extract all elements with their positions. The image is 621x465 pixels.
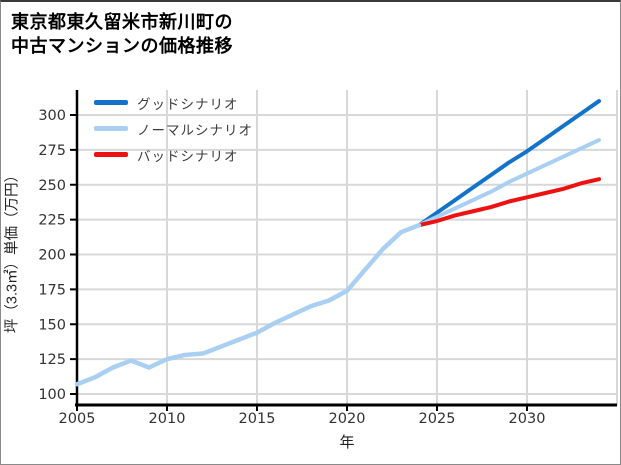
legend-item-bad: バッドシナリオ: [94, 146, 253, 164]
good-scenario-line-icon: [94, 100, 128, 105]
y-tick-label: 150: [38, 317, 66, 333]
y-tick-label: 175: [38, 282, 66, 298]
bad-scenario-line-icon: [94, 152, 128, 157]
legend-label-bad: バッドシナリオ: [137, 148, 239, 164]
scenario-line-1: [417, 138, 601, 228]
y-tick-label: 125: [38, 352, 66, 368]
legend-label-normal: ノーマルシナリオ: [137, 122, 253, 138]
y-tick-label: 300: [38, 108, 66, 124]
chart-title-line1: 東京都東久留米市新川町の: [11, 12, 233, 32]
normal-scenario-line-icon: [94, 126, 128, 131]
chart-title-line2: 中古マンションの価格推移: [11, 36, 233, 57]
scenario-line-0: [417, 99, 601, 228]
y-tick-label: 200: [38, 248, 66, 264]
x-tick-label: 2005: [59, 411, 96, 427]
legend-item-normal: ノーマルシナリオ: [94, 120, 253, 138]
x-tick-label: 2015: [239, 411, 276, 427]
x-tick-label: 2030: [509, 411, 546, 427]
y-tick-label: 100: [38, 387, 66, 403]
scenario-line-2: [417, 177, 601, 228]
y-tick-label: 225: [38, 213, 66, 229]
y-axis-label: 坪（3.3㎡）単価（万円）: [4, 167, 21, 334]
x-tick-label: 2010: [149, 411, 186, 427]
x-tick-label: 2020: [329, 411, 366, 427]
y-tick-label: 250: [38, 178, 66, 194]
history-line: [74, 222, 422, 387]
chart-title: 東京都東久留米市新川町の 中古マンションの価格推移: [11, 10, 233, 59]
legend-item-good: グッドシナリオ: [94, 94, 253, 112]
legend-label-good: グッドシナリオ: [137, 96, 239, 112]
legend: グッドシナリオ ノーマルシナリオ バッドシナリオ: [94, 94, 253, 164]
x-axis-label: 年: [339, 434, 355, 451]
y-tick-label: 275: [38, 143, 66, 159]
x-tick-label: 2025: [419, 411, 456, 427]
